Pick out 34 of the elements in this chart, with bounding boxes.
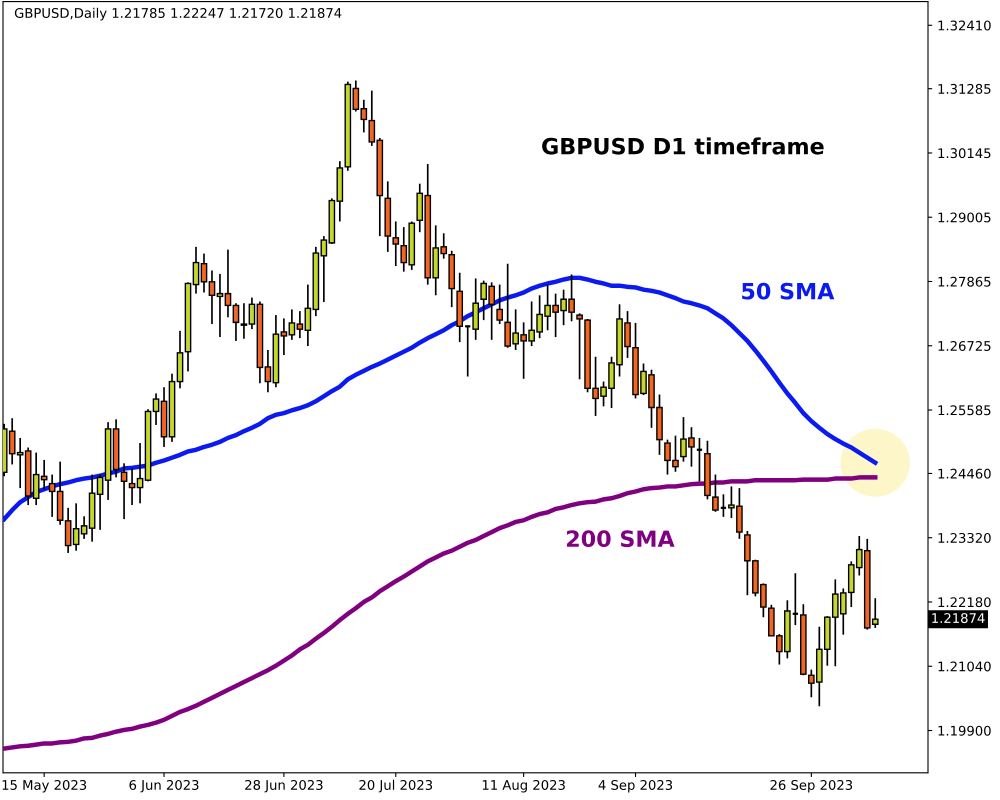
y-tick-label: 1.25585 xyxy=(938,405,990,416)
candlestick xyxy=(392,220,400,267)
y-tick-label: 1.19900 xyxy=(938,726,991,736)
series-label: 50 SMA xyxy=(742,282,834,300)
y-tick-label: 1.29005 xyxy=(938,212,990,222)
text: 1.21874 xyxy=(932,613,985,624)
x-tick-label: 15 May 2023 xyxy=(2,780,86,793)
x-tick-label: 11 Aug 2023 xyxy=(482,780,565,793)
y-tick-label: 1.26725 xyxy=(938,340,990,351)
x-tick-label: 4 Sep 2023 xyxy=(598,780,672,793)
x-tick-label: 28 Jun 2023 xyxy=(245,780,323,792)
y-tick-label: 1.32410 xyxy=(938,20,991,30)
y-tick-label: 1.24460 xyxy=(938,468,991,479)
line-series xyxy=(3,475,878,751)
chart-title: GBPUSD,Daily 1.21785 1.22247 1.21720 1.21874 xyxy=(14,8,342,21)
y-tick-label: 1.21040 xyxy=(938,661,991,672)
annotation: GBPUSD D1 timeframe xyxy=(542,137,824,155)
candlestick xyxy=(720,493,728,518)
candlestick xyxy=(496,284,503,325)
x-tick-label: 26 Sep 2023 xyxy=(770,780,852,793)
line-series xyxy=(3,276,878,522)
y-tick-label: 1.27865 xyxy=(938,276,990,287)
candlestick xyxy=(696,437,704,482)
candlestick xyxy=(576,312,583,380)
y-tick-label: 1.23320 xyxy=(938,532,991,543)
y-tick-label: 1.31285 xyxy=(938,84,990,94)
x-tick-label: 20 Jul 2023 xyxy=(359,780,432,792)
candlestick xyxy=(712,474,719,513)
candlestick xyxy=(120,462,128,520)
x-tick-label: 6 Jun 2023 xyxy=(129,780,198,792)
y-tick-label: 1.30145 xyxy=(938,148,990,158)
candlestick xyxy=(792,572,800,626)
y-tick-label: 1.22180 xyxy=(938,597,991,608)
series-label: 200 SMA xyxy=(567,530,675,548)
